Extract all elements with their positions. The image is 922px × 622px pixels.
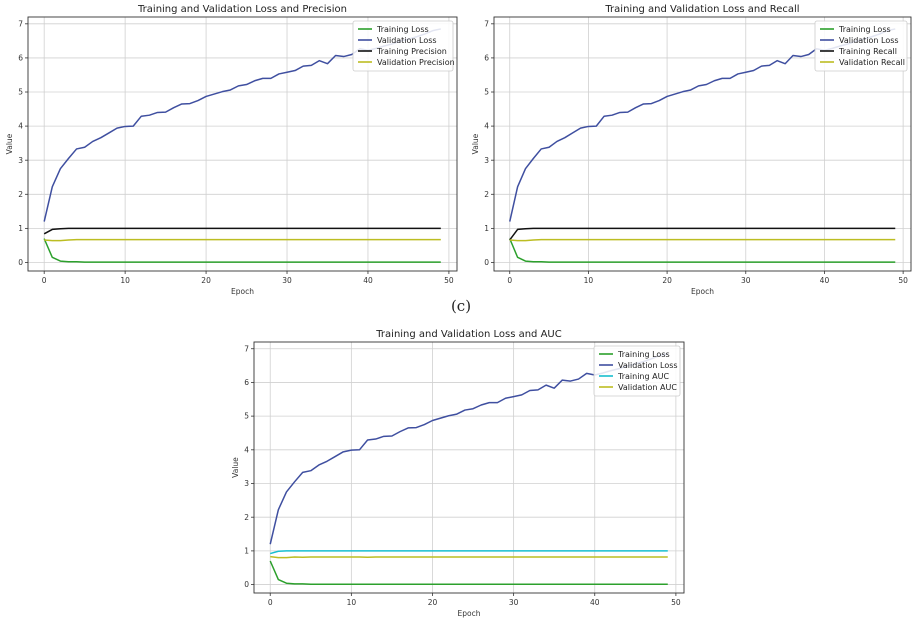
y-axis-label: Value [231,457,240,478]
legend-label: Validation Loss [618,361,678,370]
legend: Training Loss Validation Loss Training Pre… [352,20,455,72]
y-tick-label: 6 [18,54,23,63]
x-axis-label: Epoch [231,287,254,296]
y-tick-label: 6 [484,54,489,63]
x-tick-label: 20 [662,276,672,285]
x-tick-label: 0 [268,598,273,607]
x-tick-label: 40 [820,276,830,285]
x-tick-label: 20 [201,276,211,285]
plot-frame [27,16,458,272]
legend-box [814,20,908,72]
y-tick-label: 5 [484,88,489,97]
legend-label: Training Recall [838,47,897,56]
x-tick-label: 30 [509,598,519,607]
x-tick-label: 50 [898,276,908,285]
x-tick-label: 50 [671,598,681,607]
y-axis-label: Value [5,133,14,154]
x-tick-label: 50 [444,276,454,285]
legend-label: Training AUC [617,372,669,381]
legend-label: Training Loss [838,25,891,34]
legend-label: Validation AUC [618,383,677,392]
legend-label: Training Loss [617,350,670,359]
y-axis-label: Value [471,133,480,154]
series-line-validation-auc [270,555,668,559]
x-tick-label: 30 [282,276,292,285]
series-line-training-loss [509,238,896,263]
legend-label: Validation Precision [377,58,455,67]
x-tick-label: 0 [507,276,512,285]
y-tick-label: 6 [244,378,249,387]
plot-frame [493,16,912,272]
y-tick-label: 1 [18,224,23,233]
y-tick-label: 7 [18,19,23,28]
series-line-validation-precision [44,238,441,242]
y-tick-label: 1 [484,224,489,233]
series-line-validation-recall [509,238,896,242]
y-tick-label: 0 [484,258,489,267]
series-line-training-auc [270,550,668,555]
y-tick-label: 0 [244,580,249,589]
series-line-training-precision [43,227,441,235]
y-tick-label: 3 [244,479,249,488]
legend-box [352,20,454,72]
x-tick-label: 30 [741,276,751,285]
x-tick-label: 40 [363,276,373,285]
series-line-training-loss [269,560,668,585]
x-tick-label: 10 [347,598,357,607]
x-tick-label: 0 [42,276,47,285]
x-tick-label: 10 [120,276,130,285]
legend-box [593,345,681,397]
series-line-training-loss [43,238,441,263]
y-tick-label: 4 [18,122,23,131]
chart-title: Training and Validation Loss and AUC [375,329,561,340]
x-tick-label: 10 [584,276,594,285]
legend-label: Validation Recall [839,58,905,67]
x-tick-label: 20 [428,598,438,607]
legend-label: Training Loss [376,25,429,34]
y-tick-label: 2 [18,190,23,199]
y-tick-label: 3 [484,156,489,165]
series-line-training-recall [509,227,896,241]
y-tick-label: 4 [244,445,249,454]
legend: Training Loss Validation Loss Training Rec… [814,20,908,72]
chart-title: Training and Validation Loss and Recall [604,4,799,15]
plot-frame [253,341,685,594]
x-axis-label: Epoch [458,609,481,618]
y-tick-label: 5 [18,88,23,97]
y-tick-label: 3 [18,156,23,165]
x-axis-label: Epoch [691,287,714,296]
y-tick-label: 7 [244,344,249,353]
legend: Training Loss Validation Loss Training AUC… [593,345,681,397]
y-tick-label: 7 [484,19,489,28]
x-tick-label: 40 [590,598,600,607]
y-tick-label: 1 [244,546,249,555]
y-tick-label: 2 [244,513,249,522]
y-tick-label: 4 [484,122,489,131]
legend-label: Training Precision [376,47,447,56]
y-tick-label: 0 [18,258,23,267]
y-tick-label: 5 [244,412,249,421]
chart-title: Training and Validation Loss and Precisi… [137,4,347,15]
figure-caption: (c) [450,297,472,315]
legend-label: Validation Loss [377,36,437,45]
legend-label: Validation Loss [839,36,899,45]
y-tick-label: 2 [484,190,489,199]
